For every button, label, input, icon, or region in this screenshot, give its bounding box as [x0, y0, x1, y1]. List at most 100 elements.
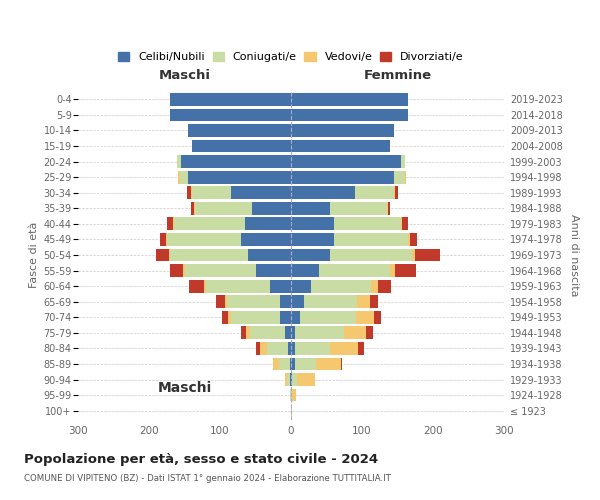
Bar	[334, 233, 408, 246]
Bar	[401, 155, 404, 168]
Bar	[280, 296, 291, 308]
Bar	[358, 342, 364, 355]
Y-axis label: Fasce di età: Fasce di età	[29, 222, 39, 288]
Bar	[279, 358, 290, 370]
Bar	[316, 358, 341, 370]
Bar	[280, 311, 291, 324]
Bar	[291, 171, 394, 183]
Bar	[295, 326, 344, 339]
Bar	[295, 358, 316, 370]
Bar	[206, 280, 270, 292]
Bar	[403, 218, 408, 230]
Bar	[291, 358, 295, 370]
Bar	[291, 326, 295, 339]
Bar	[167, 218, 173, 230]
Bar	[357, 296, 370, 308]
Bar	[169, 248, 170, 262]
Bar	[189, 280, 205, 292]
Bar	[178, 155, 181, 168]
Text: Maschi: Maschi	[158, 69, 211, 82]
Bar	[228, 311, 230, 324]
Bar	[241, 233, 291, 246]
Bar	[284, 373, 287, 386]
Bar	[319, 264, 391, 277]
Bar	[355, 186, 394, 199]
Bar	[166, 233, 167, 246]
Bar	[334, 218, 401, 230]
Bar	[252, 202, 291, 214]
Bar	[273, 358, 279, 370]
Bar	[256, 342, 260, 355]
Bar	[291, 264, 319, 277]
Bar	[330, 202, 387, 214]
Bar	[401, 218, 403, 230]
Bar	[387, 202, 388, 214]
Bar	[217, 296, 225, 308]
Bar	[167, 233, 241, 246]
Bar	[227, 296, 280, 308]
Bar	[288, 342, 291, 355]
Bar	[170, 108, 291, 122]
Bar	[410, 233, 416, 246]
Bar	[260, 342, 267, 355]
Bar	[170, 93, 291, 106]
Bar	[365, 326, 373, 339]
Bar	[174, 218, 245, 230]
Bar	[241, 326, 245, 339]
Bar	[291, 296, 304, 308]
Text: COMUNE DI VIPITENO (BZ) - Dati ISTAT 1° gennaio 2024 - Elaborazione TUTTITALIA.I: COMUNE DI VIPITENO (BZ) - Dati ISTAT 1° …	[24, 474, 391, 483]
Bar	[290, 358, 291, 370]
Bar	[388, 202, 389, 214]
Bar	[291, 404, 292, 417]
Bar	[191, 202, 194, 214]
Bar	[248, 248, 291, 262]
Bar	[371, 280, 379, 292]
Bar	[191, 186, 230, 199]
Bar	[395, 264, 416, 277]
Bar	[222, 311, 228, 324]
Bar	[267, 342, 288, 355]
Bar	[291, 388, 292, 402]
Text: Maschi: Maschi	[157, 381, 212, 395]
Bar	[292, 373, 298, 386]
Bar	[292, 388, 296, 402]
Bar	[330, 248, 412, 262]
Bar	[179, 171, 188, 183]
Legend: Celibi/Nubili, Coniugati/e, Vedovi/e, Divorziati/e: Celibi/Nubili, Coniugati/e, Vedovi/e, Di…	[116, 50, 466, 64]
Bar	[341, 358, 342, 370]
Y-axis label: Anni di nascita: Anni di nascita	[569, 214, 578, 296]
Bar	[160, 233, 166, 246]
Bar	[291, 124, 394, 137]
Bar	[415, 248, 440, 262]
Bar	[290, 373, 291, 386]
Bar	[291, 248, 330, 262]
Bar	[181, 155, 291, 168]
Bar	[304, 296, 357, 308]
Bar	[299, 311, 356, 324]
Bar	[250, 326, 286, 339]
Bar	[194, 202, 195, 214]
Bar	[291, 373, 292, 386]
Bar	[225, 296, 227, 308]
Bar	[356, 311, 374, 324]
Bar	[245, 218, 291, 230]
Bar	[291, 342, 295, 355]
Bar	[408, 233, 410, 246]
Bar	[295, 342, 330, 355]
Bar	[188, 171, 291, 183]
Bar	[291, 186, 355, 199]
Text: Popolazione per età, sesso e stato civile - 2024: Popolazione per età, sesso e stato civil…	[24, 452, 378, 466]
Bar	[191, 140, 291, 152]
Bar	[188, 124, 291, 137]
Bar	[170, 248, 248, 262]
Bar	[394, 186, 395, 199]
Bar	[230, 186, 291, 199]
Bar	[404, 171, 406, 183]
Bar	[291, 93, 408, 106]
Bar	[187, 186, 191, 199]
Bar	[394, 171, 404, 183]
Bar	[330, 342, 358, 355]
Bar	[286, 326, 291, 339]
Bar	[287, 373, 290, 386]
Bar	[291, 218, 334, 230]
